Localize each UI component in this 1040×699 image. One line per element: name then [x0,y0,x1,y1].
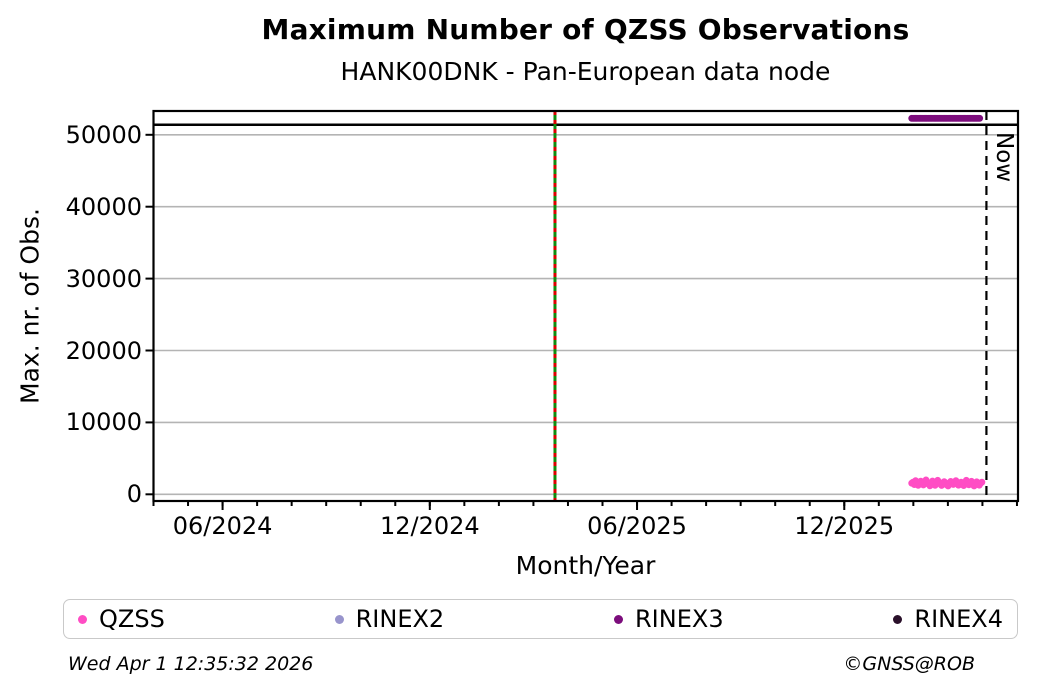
legend-label-qzss: QZSS [99,605,165,633]
legend-label-rinex3: RINEX3 [635,605,724,633]
copyright: ©GNSS@ROB [843,653,975,675]
legend-item-rinex2: RINEX2 [334,605,445,633]
x-tick-label: 12/2024 [379,512,480,540]
y-tick-label: 30000 [65,264,142,293]
chart-subtitle: HANK00DNK - Pan-European data node [340,57,831,86]
y-tick-label: 10000 [65,408,142,437]
legend-item-rinex4: RINEX4 [893,605,1003,633]
legend-item-rinex3: RINEX3 [614,605,724,633]
qzss-marker-icon [78,614,87,624]
x-axis-label: Month/Year [515,551,656,580]
x-tick-label: 12/2025 [794,512,895,540]
y-axis-label: Max. nr. of Obs. [15,208,45,404]
y-tick-label: 40000 [65,192,142,221]
series-point-rinex3 [976,114,984,122]
now-annotation-text: Now [991,132,1018,183]
chart-title: Maximum Number of QZSS Observations [261,13,910,46]
legend-label-rinex4: RINEX4 [914,605,1003,633]
timestamp: Wed Apr 1 12:35:32 2026 [68,653,314,675]
y-tick-label: 50000 [65,120,142,149]
y-tick-label: 20000 [65,336,142,365]
x-tick-label: 06/2025 [587,512,687,540]
y-tick-label: 0 [126,480,142,509]
rinex4-marker-icon [893,614,903,624]
x-tick-label: 06/2024 [172,512,273,540]
rinex2-marker-icon [334,614,344,624]
now-annotation: Now [991,132,1040,182]
series-point-qzss [978,478,986,486]
legend: QZSS RINEX2 RINEX3 RINEX4 [63,599,1018,639]
legend-item-qzss: QZSS [78,605,165,633]
legend-label-rinex2: RINEX2 [355,605,445,633]
plot-border [152,109,1020,503]
rinex3-marker-icon [614,614,623,624]
